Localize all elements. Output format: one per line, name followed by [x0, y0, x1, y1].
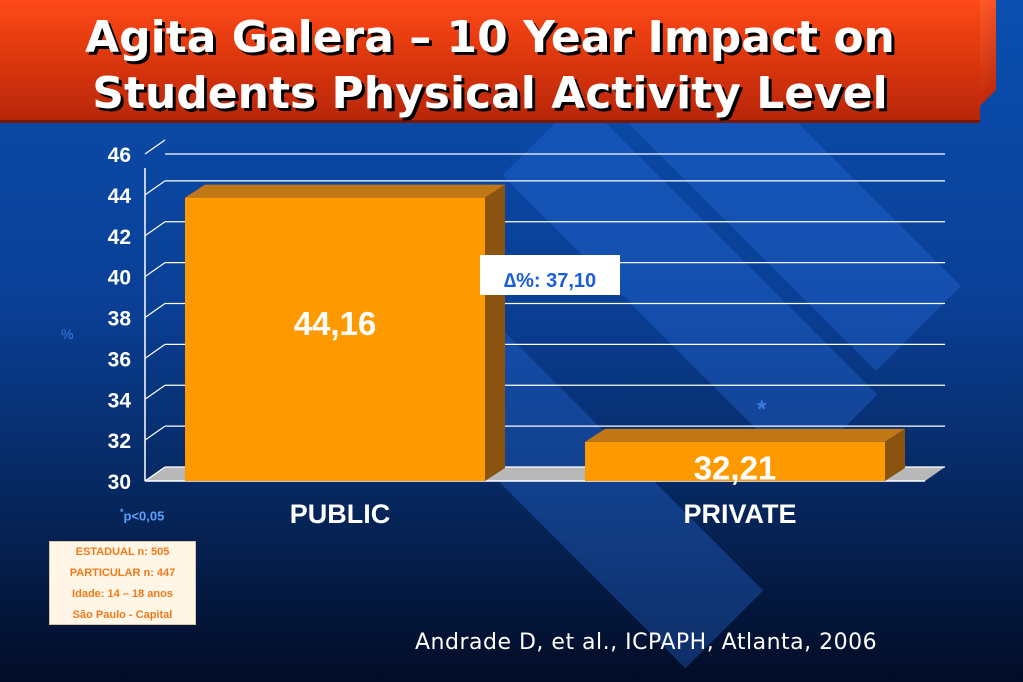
- title-banner: [0, 0, 980, 123]
- gridline-diagonal: [144, 139, 166, 155]
- p-value-text: p<0,05: [123, 508, 165, 524]
- y-tick-label: 42: [108, 226, 131, 249]
- title-line-1: Agita Galera – 10 Year Impact on: [85, 12, 895, 63]
- y-tick-label: 30: [108, 471, 131, 494]
- bar-top-private: [585, 428, 905, 442]
- gridline-diagonal: [144, 303, 166, 318]
- y-tick-label: 40: [108, 267, 131, 290]
- bar-value-label: 44,16: [294, 305, 377, 342]
- info-line-age: Idade: 14 – 18 anos: [72, 588, 173, 600]
- gridline-diagonal: [144, 466, 166, 482]
- info-line-particular: PARTICULAR n: 447: [69, 567, 176, 579]
- bar-top-public: [185, 184, 505, 198]
- p-value-star: *: [120, 507, 124, 517]
- gridline-diagonal: [144, 180, 166, 196]
- delta-annotation: ∆%: 37,10: [480, 255, 620, 295]
- info-line-location: São Paulo - Capital: [72, 609, 173, 621]
- y-tick-label: 44: [108, 185, 132, 208]
- gridline-diagonal: [144, 384, 166, 400]
- p-value-note: *p<0,05: [120, 507, 164, 523]
- y-tick-label: 46: [108, 144, 131, 167]
- title-line-2: Students Physical Activity Level: [92, 68, 888, 119]
- bar-side-public: [485, 184, 505, 482]
- bar-front-private: [585, 441, 885, 481]
- info-line-estadual: ESTADUAL n: 505: [75, 546, 170, 558]
- bar-side-private: [885, 428, 905, 481]
- y-tick-label: 34: [108, 389, 132, 412]
- x-category-label: PUBLIC: [290, 499, 391, 529]
- y-tick-label: 38: [108, 308, 132, 331]
- gridline-diagonal: [144, 343, 166, 359]
- bar-front-public: [185, 197, 485, 482]
- y-axis-label: %: [61, 326, 74, 342]
- x-category-label: PRIVATE: [683, 499, 796, 529]
- bar-value-label: 32,21: [694, 449, 777, 486]
- sample-info-box: ESTADUAL n: 505 PARTICULAR n: 447 Idade:…: [49, 541, 196, 625]
- gridline-diagonal: [144, 425, 166, 441]
- y-tick-label: 32: [108, 430, 131, 453]
- gridline-diagonal: [144, 221, 166, 237]
- gridline-diagonal: [144, 262, 166, 278]
- slide-title: Agita Galera – 10 Year Impact on Student…: [0, 10, 980, 122]
- significance-marker: *: [757, 396, 767, 423]
- citation: Andrade D, et al., ICPAPH, Atlanta, 2006: [415, 630, 878, 655]
- y-tick-label: 36: [108, 348, 131, 371]
